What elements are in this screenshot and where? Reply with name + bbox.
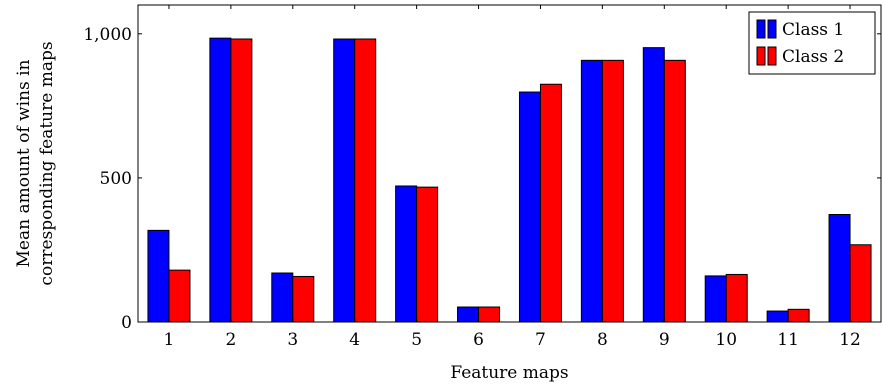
- x-tick-label-4: 4: [349, 330, 360, 350]
- x-axis-title: Feature maps: [450, 363, 568, 383]
- bar-class-1-map-2: [209, 37, 232, 323]
- y-axis-title-line-2: corresponding feature maps: [37, 41, 57, 285]
- x-tick-label-1: 1: [164, 330, 175, 350]
- legend-item-class-1: Class 1: [756, 19, 844, 40]
- x-tick-label-6: 6: [473, 330, 484, 350]
- legend: Class 1 Class 2: [748, 11, 876, 75]
- y-tick-label-0: 0: [121, 313, 132, 333]
- legend-label-class-1: Class 1: [782, 20, 844, 40]
- bar-class-1-map-6: [457, 306, 480, 323]
- y-axis-title: Mean amount of wins in corresponding fea…: [14, 41, 57, 285]
- bar-class-2-map-5: [416, 186, 439, 323]
- bar-class-1-map-8: [580, 59, 603, 323]
- bar-class-1-map-11: [766, 310, 789, 323]
- legend-swatch-class-2-a: [756, 46, 766, 66]
- bar-class-2-map-1: [168, 269, 191, 323]
- x-tick-label-11: 11: [777, 330, 799, 350]
- legend-swatch-class-1-a: [756, 19, 766, 39]
- x-tick-label-3: 3: [287, 330, 298, 350]
- x-axis-ticks: 1 2 3 4 5 6 7 8 9 10 11 12: [164, 5, 861, 350]
- legend-swatch-class-1-b: [767, 19, 777, 39]
- bar-class-1-map-10: [704, 275, 727, 323]
- x-tick-label-8: 8: [597, 330, 608, 350]
- bar-class-1-map-3: [271, 272, 294, 323]
- y-axis-title-line-1: Mean amount of wins in: [14, 59, 34, 267]
- y-tick-label-500: 500: [100, 169, 132, 189]
- bar-class-1-map-7: [518, 91, 541, 323]
- bar-class-2-map-6: [478, 306, 501, 323]
- legend-swatch-class-2-b: [767, 46, 777, 66]
- x-tick-label-12: 12: [839, 330, 861, 350]
- bar-class-2-map-7: [539, 83, 562, 323]
- bar-class-1-map-4: [333, 38, 356, 323]
- bar-class-2-map-4: [354, 38, 377, 323]
- bar-class-2-map-2: [230, 38, 253, 323]
- x-tick-label-5: 5: [411, 330, 422, 350]
- x-tick-label-10: 10: [715, 330, 737, 350]
- bar-class-2-map-3: [292, 275, 315, 323]
- plot-frame: [137, 4, 882, 323]
- x-tick-label-9: 9: [659, 330, 670, 350]
- legend-label-class-2: Class 2: [782, 47, 844, 67]
- plot-area: [137, 4, 882, 323]
- x-tick-label-2: 2: [225, 330, 236, 350]
- x-tick-label-7: 7: [535, 330, 546, 350]
- bar-class-1-map-12: [828, 214, 851, 323]
- bar-class-1-map-1: [147, 229, 170, 323]
- y-tick-label-1000: 1,000: [83, 25, 132, 45]
- bars-group: [147, 37, 872, 323]
- bar-class-1-map-9: [642, 47, 665, 323]
- bar-class-1-map-5: [395, 185, 418, 323]
- y-axis-ticks: 0 500 1,000: [83, 25, 881, 333]
- bar-class-2-map-9: [663, 59, 686, 323]
- legend-item-class-2: Class 2: [756, 46, 844, 67]
- bar-class-2-map-10: [725, 273, 748, 323]
- bar-class-2-map-8: [601, 59, 624, 323]
- bar-class-2-map-11: [787, 308, 810, 323]
- bar-class-2-map-12: [849, 244, 872, 323]
